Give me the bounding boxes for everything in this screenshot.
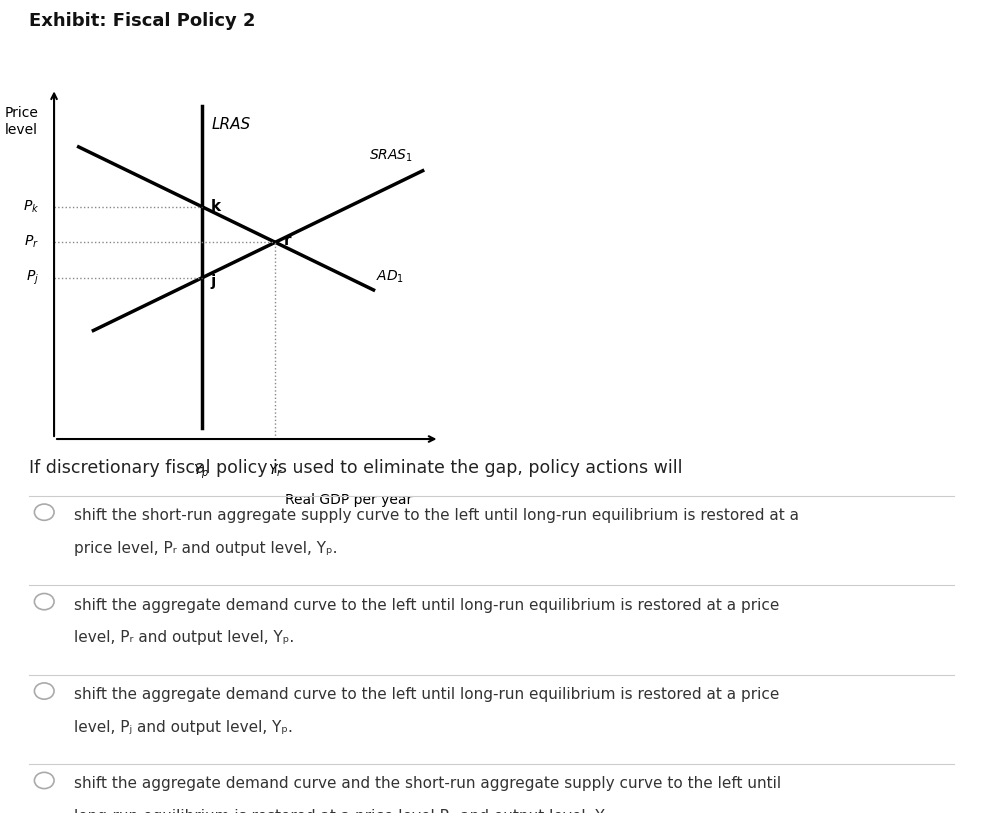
Text: Exhibit: Fiscal Policy 2: Exhibit: Fiscal Policy 2: [29, 12, 256, 30]
Text: shift the short-run aggregate supply curve to the left until long-run equilibriu: shift the short-run aggregate supply cur…: [74, 508, 799, 523]
Text: price level, Pᵣ and output level, Yₚ.: price level, Pᵣ and output level, Yₚ.: [74, 541, 337, 555]
Text: long-run equilibrium is restored at a price level Pₖ and output level, Yₚ.: long-run equilibrium is restored at a pr…: [74, 809, 616, 813]
Text: j: j: [210, 274, 215, 289]
Text: Real GDP per year: Real GDP per year: [285, 493, 413, 506]
Text: $SRAS_1$: $SRAS_1$: [369, 147, 413, 163]
Text: level, Pᵣ and output level, Yₚ.: level, Pᵣ and output level, Yₚ.: [74, 630, 294, 645]
Text: $P_j$: $P_j$: [27, 269, 39, 287]
Text: level, Pⱼ and output level, Yₚ.: level, Pⱼ and output level, Yₚ.: [74, 720, 293, 734]
Text: $AD_1$: $AD_1$: [376, 268, 404, 285]
Text: $Y_p$: $Y_p$: [194, 463, 209, 480]
Text: r: r: [284, 233, 292, 248]
Text: shift the aggregate demand curve to the left until long-run equilibrium is resto: shift the aggregate demand curve to the …: [74, 598, 780, 612]
Text: If discretionary fiscal policy is used to eliminate the gap, policy actions will: If discretionary fiscal policy is used t…: [29, 459, 683, 477]
Text: k: k: [210, 199, 220, 214]
Text: Price
level: Price level: [5, 107, 38, 137]
Text: shift the aggregate demand curve and the short-run aggregate supply curve to the: shift the aggregate demand curve and the…: [74, 776, 781, 791]
Text: $Y_r$: $Y_r$: [267, 463, 283, 479]
Text: LRAS: LRAS: [211, 117, 251, 132]
Text: shift the aggregate demand curve to the left until long-run equilibrium is resto: shift the aggregate demand curve to the …: [74, 687, 780, 702]
Text: $P_r$: $P_r$: [25, 234, 39, 250]
Text: $P_k$: $P_k$: [23, 198, 39, 215]
